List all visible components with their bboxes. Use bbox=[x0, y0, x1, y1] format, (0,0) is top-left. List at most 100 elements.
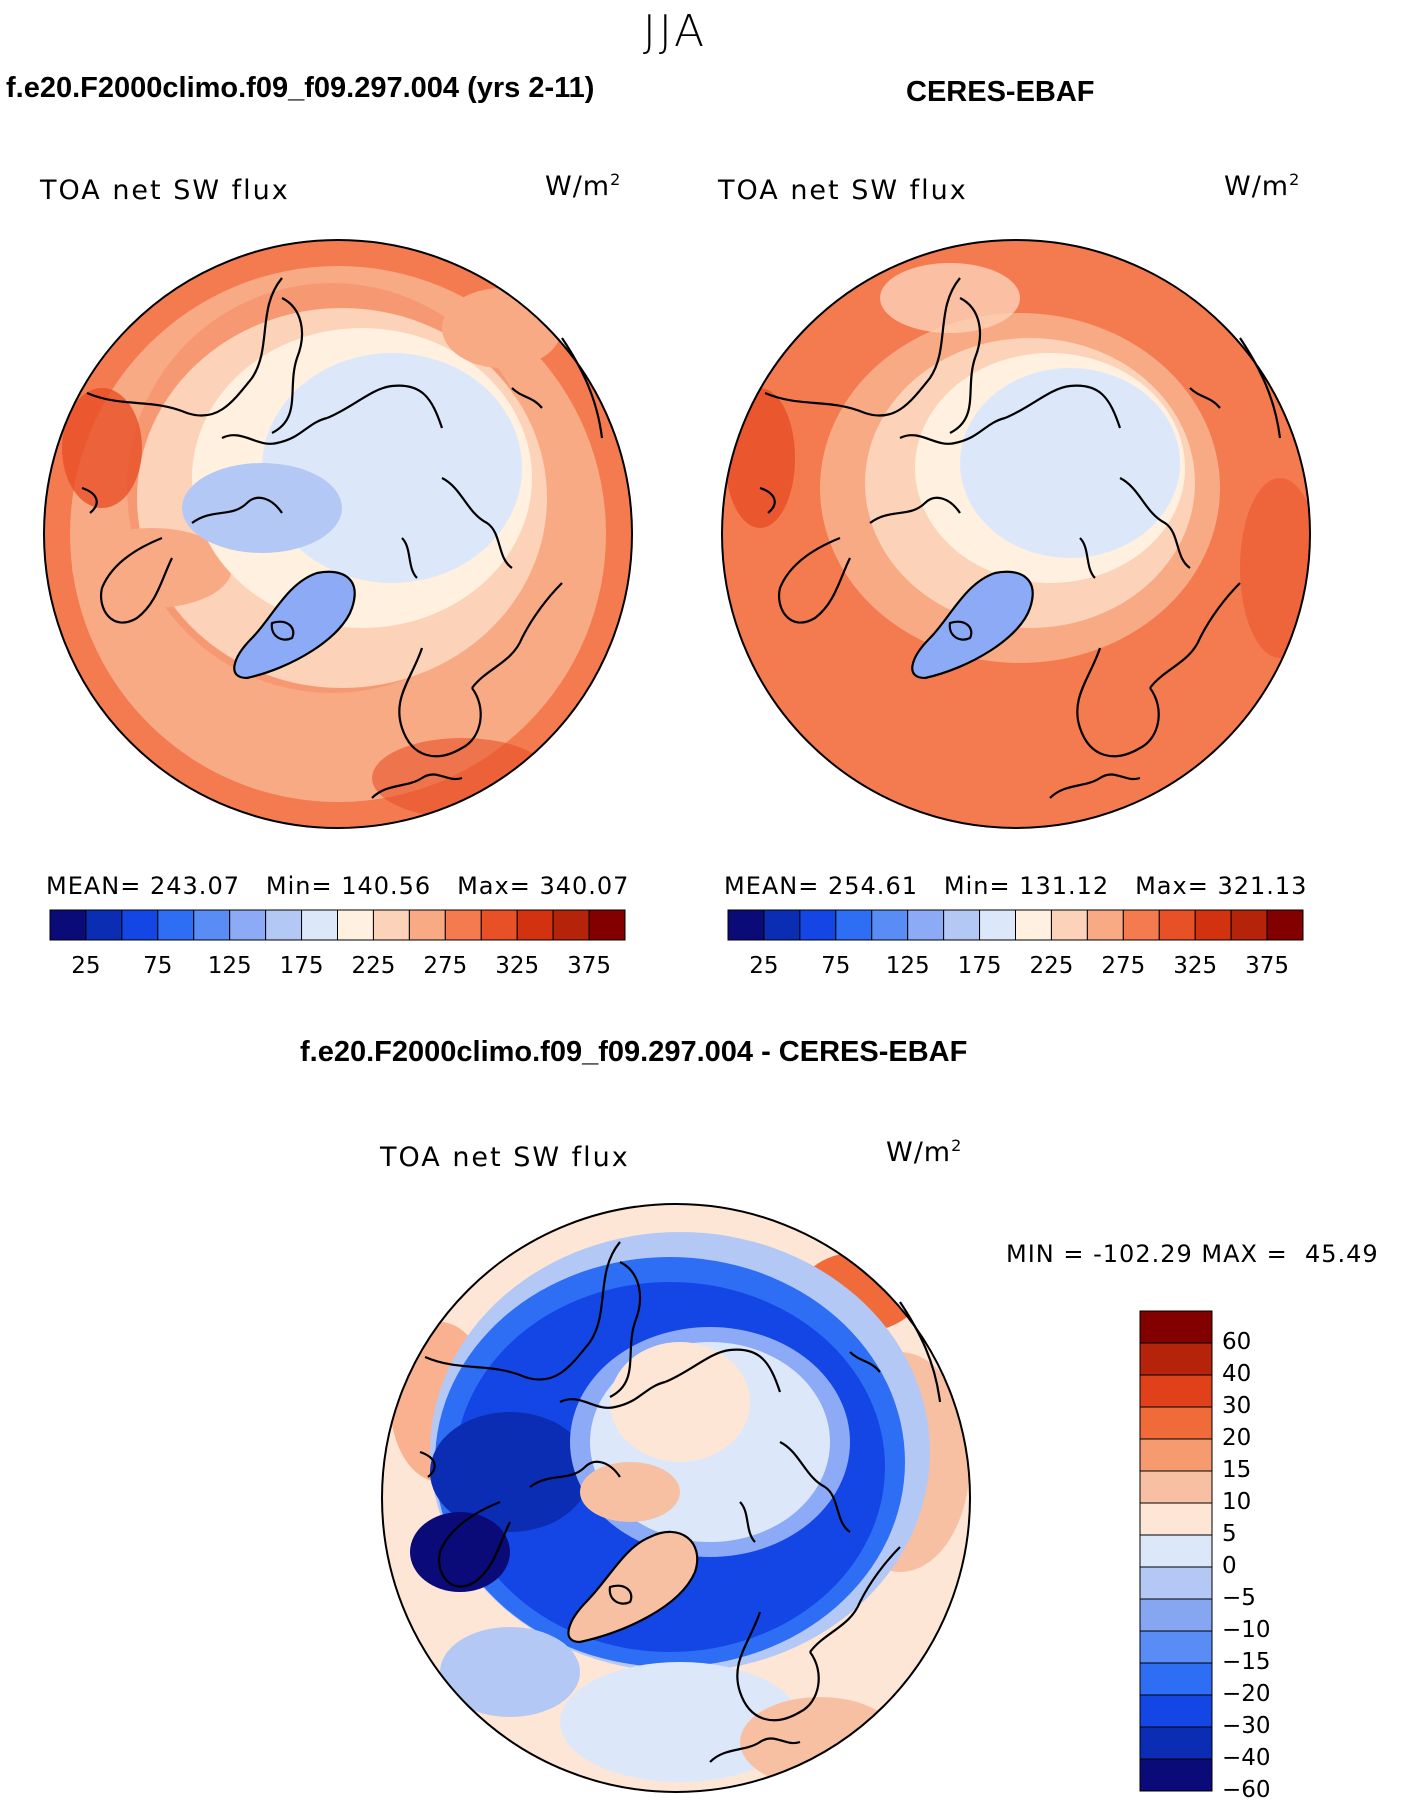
panel-1-colorbar-box bbox=[408, 909, 446, 941]
diff-colorbar bbox=[1139, 1310, 1213, 1792]
diff-colorbar-box bbox=[1139, 1534, 1213, 1568]
panel-1-variable: TOA net SW flux bbox=[40, 175, 290, 206]
panel-2-colorbar-box bbox=[1050, 909, 1088, 941]
panel-1-colorbar-box bbox=[265, 909, 303, 941]
panel-1-colorbar-tick-label: 75 bbox=[143, 953, 173, 979]
diff-colorbar-labels: 60 40 30 20 15 10 5 0 −5 −10 −15 −20 −30 −40 −60 bbox=[1222, 1311, 1322, 1803]
panel-2-stats: MEAN= 254.61 Min= 131.12 Max= 321.13 bbox=[724, 872, 1308, 900]
diff-colorbar-box bbox=[1139, 1598, 1213, 1632]
panel-2-colorbar-box bbox=[799, 909, 837, 941]
diff-colorbar-box bbox=[1139, 1758, 1213, 1792]
panel-1-colorbar-box bbox=[552, 909, 590, 941]
panel-1-colorbar-box bbox=[516, 909, 554, 941]
diff-colorbar-label: −20 bbox=[1222, 1681, 1271, 1707]
panel-2-units: W/m2 bbox=[1224, 170, 1301, 202]
diff-colorbar-box bbox=[1139, 1438, 1213, 1472]
panel-2-colorbar-box bbox=[1086, 909, 1124, 941]
panel-2-colorbar-tick-label: 175 bbox=[957, 953, 1002, 979]
panel-2-colorbar-box bbox=[727, 909, 765, 941]
diff-colorbar-label: −40 bbox=[1222, 1745, 1271, 1771]
panel-1-colorbar-tick-label: 225 bbox=[351, 953, 396, 979]
panel-1-colorbar-box bbox=[229, 909, 267, 941]
panel-1-colorbar-box bbox=[480, 909, 518, 941]
panel-2-colorbar bbox=[727, 909, 1304, 941]
diff-colorbar-box bbox=[1139, 1374, 1213, 1408]
diff-colorbar-label: 20 bbox=[1222, 1425, 1252, 1451]
panel-2-colorbar-box bbox=[835, 909, 873, 941]
diff-colorbar-box bbox=[1139, 1502, 1213, 1536]
panel-1-colorbar-box bbox=[121, 909, 159, 941]
panel-1-colorbar-box bbox=[157, 909, 195, 941]
panel-1-colorbar-box bbox=[444, 909, 482, 941]
diff-colorbar-label: 10 bbox=[1222, 1489, 1252, 1515]
diff-colorbar-label: −10 bbox=[1222, 1617, 1271, 1643]
panel-1-colorbar-tick-label: 375 bbox=[567, 953, 612, 979]
panel-1-colorbar-box bbox=[193, 909, 231, 941]
diff-colorbar-box bbox=[1139, 1662, 1213, 1696]
diff-colorbar-label: −30 bbox=[1222, 1713, 1271, 1739]
panel-2-colorbar-box bbox=[943, 909, 981, 941]
diff-colorbar-label: 40 bbox=[1222, 1361, 1252, 1387]
diff-colorbar-label: −60 bbox=[1222, 1777, 1271, 1803]
panel-2-colorbar-box bbox=[1230, 909, 1268, 941]
panel-2-colorbar-box bbox=[1015, 909, 1052, 941]
diff-colorbar-box bbox=[1139, 1566, 1213, 1600]
panel-2-map bbox=[721, 239, 1311, 829]
panel-1-colorbar-ticks: 25 75 125 175 225 275 325 375 bbox=[50, 953, 625, 983]
panel-1-colorbar-box bbox=[49, 909, 87, 941]
panel-2-title: CERES-EBAF bbox=[906, 76, 1095, 108]
panel-2-variable: TOA net SW flux bbox=[718, 175, 968, 206]
panel-2-colorbar-box bbox=[979, 909, 1016, 941]
panel-1-colorbar-box bbox=[301, 909, 338, 941]
panel-1-units: W/m2 bbox=[545, 170, 622, 202]
panel-2-colorbar-box bbox=[1122, 909, 1160, 941]
panel-1-colorbar-box bbox=[372, 909, 410, 941]
diff-colorbar-box bbox=[1139, 1726, 1213, 1760]
panel-2-colorbar-box bbox=[1194, 909, 1232, 941]
diff-map bbox=[381, 1203, 971, 1793]
panel-1-stats: MEAN= 243.07 Min= 140.56 Max= 340.07 bbox=[46, 872, 630, 900]
diff-colorbar-label: 0 bbox=[1222, 1553, 1237, 1579]
diff-colorbar-box bbox=[1139, 1694, 1213, 1728]
panel-2-colorbar-box bbox=[763, 909, 801, 941]
panel-1-title: f.e20.F2000climo.f09_f09.297.004 (yrs 2-… bbox=[6, 72, 595, 104]
panel-2-colorbar-box bbox=[907, 909, 945, 941]
diff-colorbar-box bbox=[1139, 1470, 1213, 1504]
panel-2-colorbar-tick-label: 325 bbox=[1173, 953, 1218, 979]
diff-variable: TOA net SW flux bbox=[380, 1142, 630, 1173]
panel-1-colorbar-box bbox=[337, 909, 374, 941]
diff-colorbar-box bbox=[1139, 1310, 1213, 1344]
panel-1-colorbar-tick-label: 25 bbox=[71, 953, 101, 979]
panel-1-colorbar-tick-label: 175 bbox=[279, 953, 324, 979]
diff-units: W/m2 bbox=[886, 1136, 963, 1168]
season-title: JJA bbox=[642, 6, 708, 57]
panel-2-colorbar-ticks: 25 75 125 175 225 275 325 375 bbox=[728, 953, 1303, 983]
panel-2-colorbar-tick-label: 125 bbox=[885, 953, 930, 979]
diff-colorbar-box bbox=[1139, 1630, 1213, 1664]
panel-2-colorbar-box bbox=[1158, 909, 1196, 941]
panel-1-colorbar-box bbox=[85, 909, 123, 941]
panel-1-colorbar-box bbox=[588, 909, 626, 941]
diff-colorbar-label: 5 bbox=[1222, 1521, 1237, 1547]
panel-2-colorbar-tick-label: 375 bbox=[1245, 953, 1290, 979]
panel-1-map bbox=[43, 239, 633, 829]
panel-1-colorbar-tick-label: 125 bbox=[207, 953, 252, 979]
panel-2-colorbar-tick-label: 275 bbox=[1101, 953, 1146, 979]
diff-title: f.e20.F2000climo.f09_f09.297.004 - CERES… bbox=[300, 1036, 968, 1068]
panel-2-colorbar-tick-label: 225 bbox=[1029, 953, 1074, 979]
diff-colorbar-label: −15 bbox=[1222, 1649, 1271, 1675]
diff-colorbar-label: 60 bbox=[1222, 1329, 1252, 1355]
diff-colorbar-box bbox=[1139, 1342, 1213, 1376]
diff-colorbar-box bbox=[1139, 1406, 1213, 1440]
panel-2-colorbar-box bbox=[871, 909, 909, 941]
diff-colorbar-label: 30 bbox=[1222, 1393, 1252, 1419]
panel-2-colorbar-box bbox=[1266, 909, 1304, 941]
panel-1-colorbar-tick-label: 275 bbox=[423, 953, 468, 979]
panel-2-colorbar-tick-label: 75 bbox=[821, 953, 851, 979]
diff-colorbar-label: −5 bbox=[1222, 1585, 1256, 1611]
diff-minmax: MIN = -102.29 MAX = 45.49 bbox=[1006, 1240, 1379, 1268]
panel-2-colorbar-tick-label: 25 bbox=[749, 953, 779, 979]
panel-1-colorbar bbox=[49, 909, 626, 941]
diff-colorbar-label: 15 bbox=[1222, 1457, 1252, 1483]
panel-1-colorbar-tick-label: 325 bbox=[495, 953, 540, 979]
